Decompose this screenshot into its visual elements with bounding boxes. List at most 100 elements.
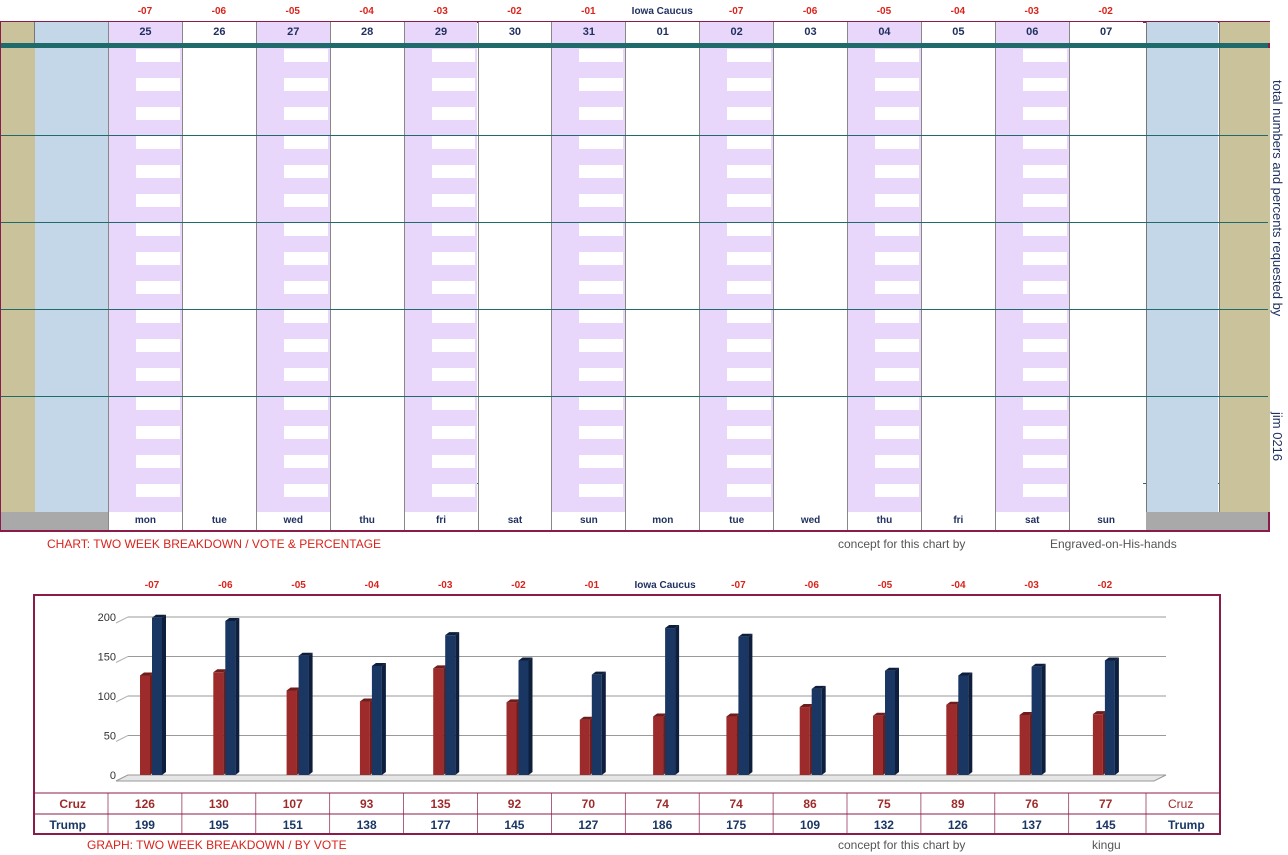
- candidate-name: [35, 222, 108, 251]
- row-total: [1, 454, 35, 483]
- pct-box: [801, 368, 845, 381]
- candidate-name: [35, 135, 108, 164]
- trump-bar-top: [885, 667, 899, 671]
- pct-box: [283, 194, 328, 207]
- pct-box: [136, 397, 180, 410]
- day-label: wed: [773, 512, 847, 530]
- candidate-header: [35, 22, 108, 43]
- pct-box: [801, 136, 845, 149]
- pct-box: [136, 78, 180, 91]
- cruz-bar: [579, 719, 590, 775]
- cruz-bar: [799, 707, 810, 775]
- pct-box: [136, 426, 180, 439]
- pct-box: [875, 455, 919, 468]
- category-label: -06: [218, 580, 233, 591]
- pct-box: [801, 455, 845, 468]
- cruz-bar: [286, 690, 297, 775]
- pct-box: [727, 455, 772, 468]
- pct-box: [579, 368, 624, 381]
- breakdown-table: -07 -06 -05 -04 -03 -02 -01 Iowa Caucus -07 -06 -0…: [0, 6, 1270, 532]
- trump-bar-side: [455, 632, 460, 775]
- pct-box: [283, 426, 328, 439]
- trump-bar: [885, 670, 895, 775]
- day-label: sun: [1068, 512, 1143, 530]
- totals-header: [1, 22, 35, 43]
- row-total: [1, 135, 35, 164]
- candidate-percent: [1219, 222, 1270, 251]
- pct-box: [579, 49, 624, 62]
- chart-concept-author: Engraved-on-His-hands: [1050, 537, 1177, 551]
- pct-box: [1022, 136, 1067, 149]
- pct-box: [727, 397, 772, 410]
- trump-bar-side: [381, 662, 386, 775]
- pct-box: [1022, 426, 1067, 439]
- cruz-bar: [726, 716, 737, 775]
- total-label-cell: [35, 483, 108, 512]
- pct-box: [505, 49, 550, 62]
- row-total: [1, 367, 35, 396]
- cruz-value: 135: [431, 797, 451, 811]
- candidate-percent: [1219, 135, 1270, 164]
- pct-box: [209, 281, 254, 294]
- pct-box: [209, 136, 254, 149]
- row-total: [1, 222, 35, 251]
- pct-box: [875, 107, 919, 120]
- chart-caption: CHART: TWO WEEK BREAKDOWN / VOTE & PERCE…: [47, 537, 382, 551]
- pct-box: [136, 368, 180, 381]
- cruz-bar: [946, 704, 957, 775]
- pct-box: [1022, 194, 1067, 207]
- grid-line-depth: [115, 735, 129, 742]
- trump-bar-side: [895, 667, 899, 775]
- candidate-percent: [1219, 77, 1270, 106]
- pct-box: [1096, 223, 1141, 236]
- trump-series-label-right: Trump: [1168, 818, 1205, 832]
- pct-box: [1096, 49, 1141, 62]
- pct-box: [801, 194, 845, 207]
- pct-box: [579, 252, 624, 265]
- pct-box: [727, 426, 772, 439]
- pct-box: [948, 368, 993, 381]
- pct-box: [875, 49, 919, 62]
- cruz-bar: [140, 675, 150, 775]
- pct-box: [875, 339, 919, 352]
- pct-box: [948, 194, 993, 207]
- cruz-value: 75: [877, 797, 891, 811]
- date-header: 26: [181, 22, 256, 43]
- offset-label: -05: [285, 6, 300, 17]
- day-label: tue: [699, 512, 774, 530]
- pct-box: [727, 49, 772, 62]
- candidate-percent: [1219, 193, 1270, 222]
- pct-box: [948, 339, 993, 352]
- pct-box: [209, 455, 254, 468]
- pct-box: [653, 281, 698, 294]
- trump-bar-side: [162, 614, 166, 775]
- pct-box: [875, 136, 919, 149]
- cruz-value: 70: [582, 797, 596, 811]
- trump-value: 186: [652, 818, 672, 832]
- trump-bar-top: [371, 662, 386, 666]
- date-header: 25: [108, 22, 182, 43]
- date-header: 02: [699, 22, 774, 43]
- day-label: wed: [255, 512, 330, 530]
- date-header: 07: [1068, 22, 1143, 43]
- category-label: -07: [731, 580, 746, 591]
- pct-box: [948, 136, 993, 149]
- bar-graph: -07 -06 -05 -04 -03 -02 -01 Iowa Caucus -07 -06 -0…: [0, 575, 1288, 835]
- offset-label: -07: [728, 6, 744, 17]
- pct-box: [727, 310, 772, 323]
- cruz-value: 86: [803, 797, 817, 811]
- pct-box: [579, 281, 624, 294]
- row-total: [1, 48, 35, 77]
- pct-box: [431, 252, 476, 265]
- pct-box: [136, 310, 180, 323]
- date-header: 30: [477, 22, 552, 43]
- pct-box: [727, 194, 772, 207]
- candidate-name: [35, 106, 108, 135]
- cruz-value: 89: [951, 797, 965, 811]
- day-row-right: [1146, 512, 1268, 530]
- candidate-percent: [1219, 367, 1270, 396]
- cruz-bar-top: [1019, 711, 1034, 715]
- pct-box: [283, 49, 328, 62]
- pct-box: [801, 397, 845, 410]
- trump-bar-side: [1114, 657, 1119, 775]
